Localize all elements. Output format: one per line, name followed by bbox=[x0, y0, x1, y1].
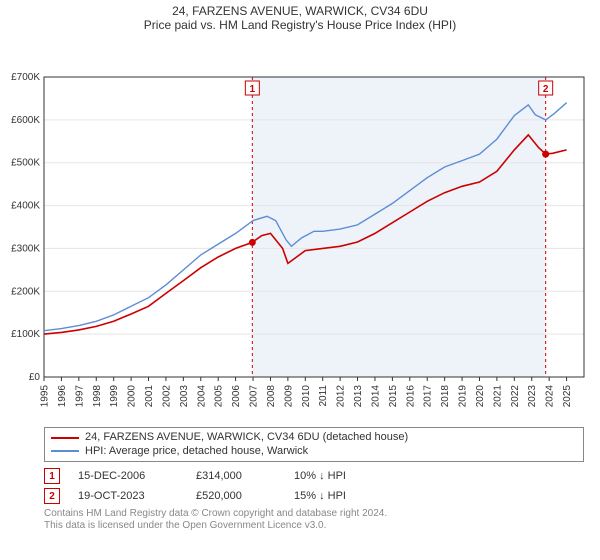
svg-text:2016: 2016 bbox=[405, 384, 416, 407]
svg-text:£600K: £600K bbox=[11, 115, 40, 126]
footer: Contains HM Land Registry data © Crown c… bbox=[44, 508, 584, 532]
svg-text:2: 2 bbox=[543, 84, 549, 95]
svg-text:2011: 2011 bbox=[318, 384, 329, 406]
svg-text:2018: 2018 bbox=[440, 384, 451, 407]
svg-text:2005: 2005 bbox=[214, 384, 225, 407]
line-chart-svg: £0 £100K £200K £300K £400K £500K £600K £700K 199… bbox=[0, 37, 600, 425]
svg-text:2021: 2021 bbox=[492, 384, 503, 407]
svg-text:2001: 2001 bbox=[144, 384, 155, 407]
svg-text:2022: 2022 bbox=[510, 384, 521, 407]
svg-text:2020: 2020 bbox=[475, 384, 486, 407]
sale-date: 15-DEC-2006 bbox=[78, 470, 178, 482]
svg-text:2009: 2009 bbox=[283, 384, 294, 407]
svg-text:2000: 2000 bbox=[127, 384, 138, 407]
svg-text:2017: 2017 bbox=[423, 384, 434, 407]
svg-text:2024: 2024 bbox=[545, 384, 556, 407]
svg-text:2014: 2014 bbox=[370, 384, 381, 407]
legend: 24, FARZENS AVENUE, WARWICK, CV34 6DU (d… bbox=[44, 427, 584, 463]
svg-text:2023: 2023 bbox=[527, 384, 538, 407]
chart-subtitle: Price paid vs. HM Land Registry's House … bbox=[0, 18, 600, 36]
svg-text:2013: 2013 bbox=[353, 384, 364, 407]
sale-marker-badge: 2 bbox=[44, 488, 60, 504]
svg-text:£300K: £300K bbox=[11, 243, 40, 254]
legend-swatch bbox=[51, 450, 79, 452]
sales-row: 2 19-OCT-2023 £520,000 15% ↓ HPI bbox=[44, 488, 584, 504]
legend-label: 24, FARZENS AVENUE, WARWICK, CV34 6DU (d… bbox=[85, 431, 408, 445]
legend-row: HPI: Average price, detached house, Warw… bbox=[51, 445, 577, 459]
chart-title: 24, FARZENS AVENUE, WARWICK, CV34 6DU bbox=[0, 0, 600, 18]
sale-delta: 15% ↓ HPI bbox=[294, 490, 384, 502]
sale-date: 19-OCT-2023 bbox=[78, 490, 178, 502]
sales-row: 1 15-DEC-2006 £314,000 10% ↓ HPI bbox=[44, 468, 584, 484]
svg-text:2025: 2025 bbox=[562, 384, 573, 407]
footer-line: Contains HM Land Registry data © Crown c… bbox=[44, 508, 584, 520]
svg-text:2004: 2004 bbox=[196, 384, 207, 407]
svg-text:£200K: £200K bbox=[11, 286, 40, 297]
svg-text:2007: 2007 bbox=[249, 384, 260, 407]
sale-marker-badge: 1 bbox=[44, 468, 60, 484]
svg-text:2008: 2008 bbox=[266, 384, 277, 407]
sale-delta: 10% ↓ HPI bbox=[294, 470, 384, 482]
svg-text:2002: 2002 bbox=[161, 384, 172, 407]
svg-text:£0: £0 bbox=[29, 372, 41, 383]
legend-label: HPI: Average price, detached house, Warw… bbox=[85, 445, 308, 459]
svg-text:1995: 1995 bbox=[40, 384, 51, 407]
svg-text:1997: 1997 bbox=[74, 384, 85, 407]
svg-text:1998: 1998 bbox=[92, 384, 103, 407]
svg-text:2003: 2003 bbox=[179, 384, 190, 407]
sales-table: 1 15-DEC-2006 £314,000 10% ↓ HPI 2 19-OC… bbox=[44, 468, 584, 504]
svg-text:2006: 2006 bbox=[231, 384, 242, 407]
svg-text:£400K: £400K bbox=[11, 200, 40, 211]
legend-row: 24, FARZENS AVENUE, WARWICK, CV34 6DU (d… bbox=[51, 431, 577, 445]
svg-text:£100K: £100K bbox=[11, 329, 40, 340]
footer-line: This data is licensed under the Open Gov… bbox=[44, 520, 584, 532]
svg-text:1999: 1999 bbox=[109, 384, 120, 407]
svg-text:£700K: £700K bbox=[11, 72, 40, 83]
svg-text:2015: 2015 bbox=[388, 384, 399, 407]
svg-text:1: 1 bbox=[250, 84, 256, 95]
svg-text:2019: 2019 bbox=[458, 384, 469, 407]
svg-text:£500K: £500K bbox=[11, 157, 40, 168]
sale-price: £314,000 bbox=[196, 470, 276, 482]
svg-text:1996: 1996 bbox=[57, 384, 68, 407]
legend-swatch bbox=[51, 437, 79, 439]
sale-price: £520,000 bbox=[196, 490, 276, 502]
svg-text:2012: 2012 bbox=[336, 384, 347, 407]
chart-area: £0 £100K £200K £300K £400K £500K £600K £700K 199… bbox=[0, 37, 600, 425]
svg-text:2010: 2010 bbox=[301, 384, 312, 407]
